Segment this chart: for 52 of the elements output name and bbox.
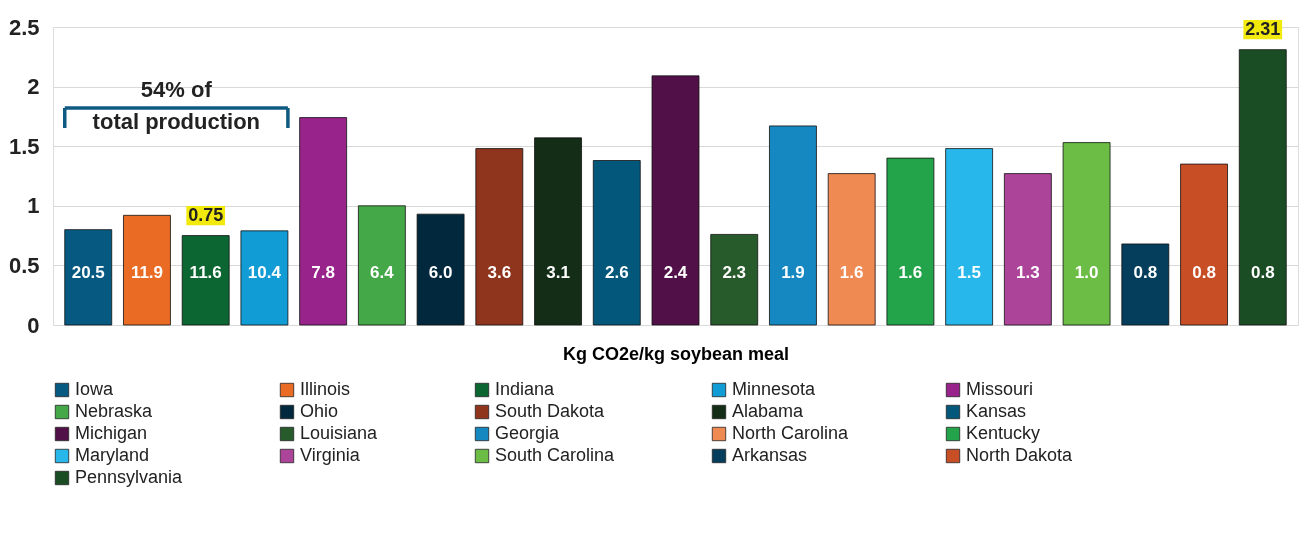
- annotation: 2.3: [722, 263, 747, 282]
- annotation: 11.6: [189, 263, 222, 282]
- annotation: 6.0: [428, 263, 453, 282]
- legend-label: Iowa: [75, 379, 115, 399]
- annotation: 1.6: [898, 263, 923, 282]
- annotation: 11.9: [130, 263, 164, 282]
- legend-label: Michigan: [75, 423, 148, 443]
- legend-label: Ohio: [300, 401, 339, 421]
- legend-label: Louisiana: [300, 423, 379, 443]
- legend-label: Missouri: [966, 379, 1034, 399]
- legend-label: Nebraska: [75, 401, 154, 421]
- annotation: 7.8: [311, 263, 335, 282]
- legend-label: Pennsylvania: [75, 467, 184, 487]
- annotation: 6.4: [370, 263, 395, 282]
- annotation: 1.6: [839, 263, 864, 282]
- legend-label: Virginia: [300, 445, 361, 465]
- y-tick-label: 1: [27, 193, 40, 219]
- legend-label: Maryland: [75, 445, 150, 465]
- legend-label: North Dakota: [966, 445, 1074, 465]
- y-tick-label: 2.5: [8, 14, 40, 40]
- y-tick-label: 2: [27, 74, 40, 100]
- y-tick-label: 0.5: [8, 252, 40, 278]
- y-tick-label: 1.5: [8, 133, 40, 159]
- legend-label: Georgia: [495, 423, 561, 443]
- legend-label: Minnesota: [732, 379, 817, 399]
- annotation: 0.8: [1133, 263, 1158, 282]
- annotation: 3.6: [487, 263, 512, 282]
- annotation: 3.1: [546, 263, 570, 282]
- annotation: 20.5: [71, 263, 105, 282]
- legend-label: South Carolina: [495, 445, 616, 465]
- legend-label: Illinois: [300, 379, 351, 399]
- annotation: 1.0: [1074, 263, 1099, 282]
- legend-label: Kentucky: [966, 423, 1041, 443]
- legend-label: Alabama: [732, 401, 805, 421]
- annotation: 1.9: [781, 263, 805, 282]
- annotation: 0.75: [188, 204, 224, 225]
- annotation: 1.5: [957, 263, 981, 282]
- annotation: 1.3: [1016, 263, 1040, 282]
- annotation: 2.6: [604, 263, 629, 282]
- annotation: 10.4: [247, 263, 282, 282]
- annotation: 2.4: [663, 263, 688, 282]
- y-tick-label: 0: [27, 312, 40, 338]
- legend-label: Kansas: [966, 401, 1027, 421]
- annotation: 0.8: [1250, 263, 1275, 282]
- annotation: 2.31: [1245, 18, 1281, 39]
- legend-label: Arkansas: [732, 445, 808, 465]
- legend-label: South Dakota: [495, 401, 606, 421]
- legend-label: Indiana: [495, 379, 556, 399]
- x-axis-title: Kg CO2e/kg soybean meal: [562, 343, 790, 364]
- legend-label: North Carolina: [732, 423, 850, 443]
- annotation: 0.8: [1192, 263, 1216, 282]
- annotation: 54% of total production: [92, 77, 261, 134]
